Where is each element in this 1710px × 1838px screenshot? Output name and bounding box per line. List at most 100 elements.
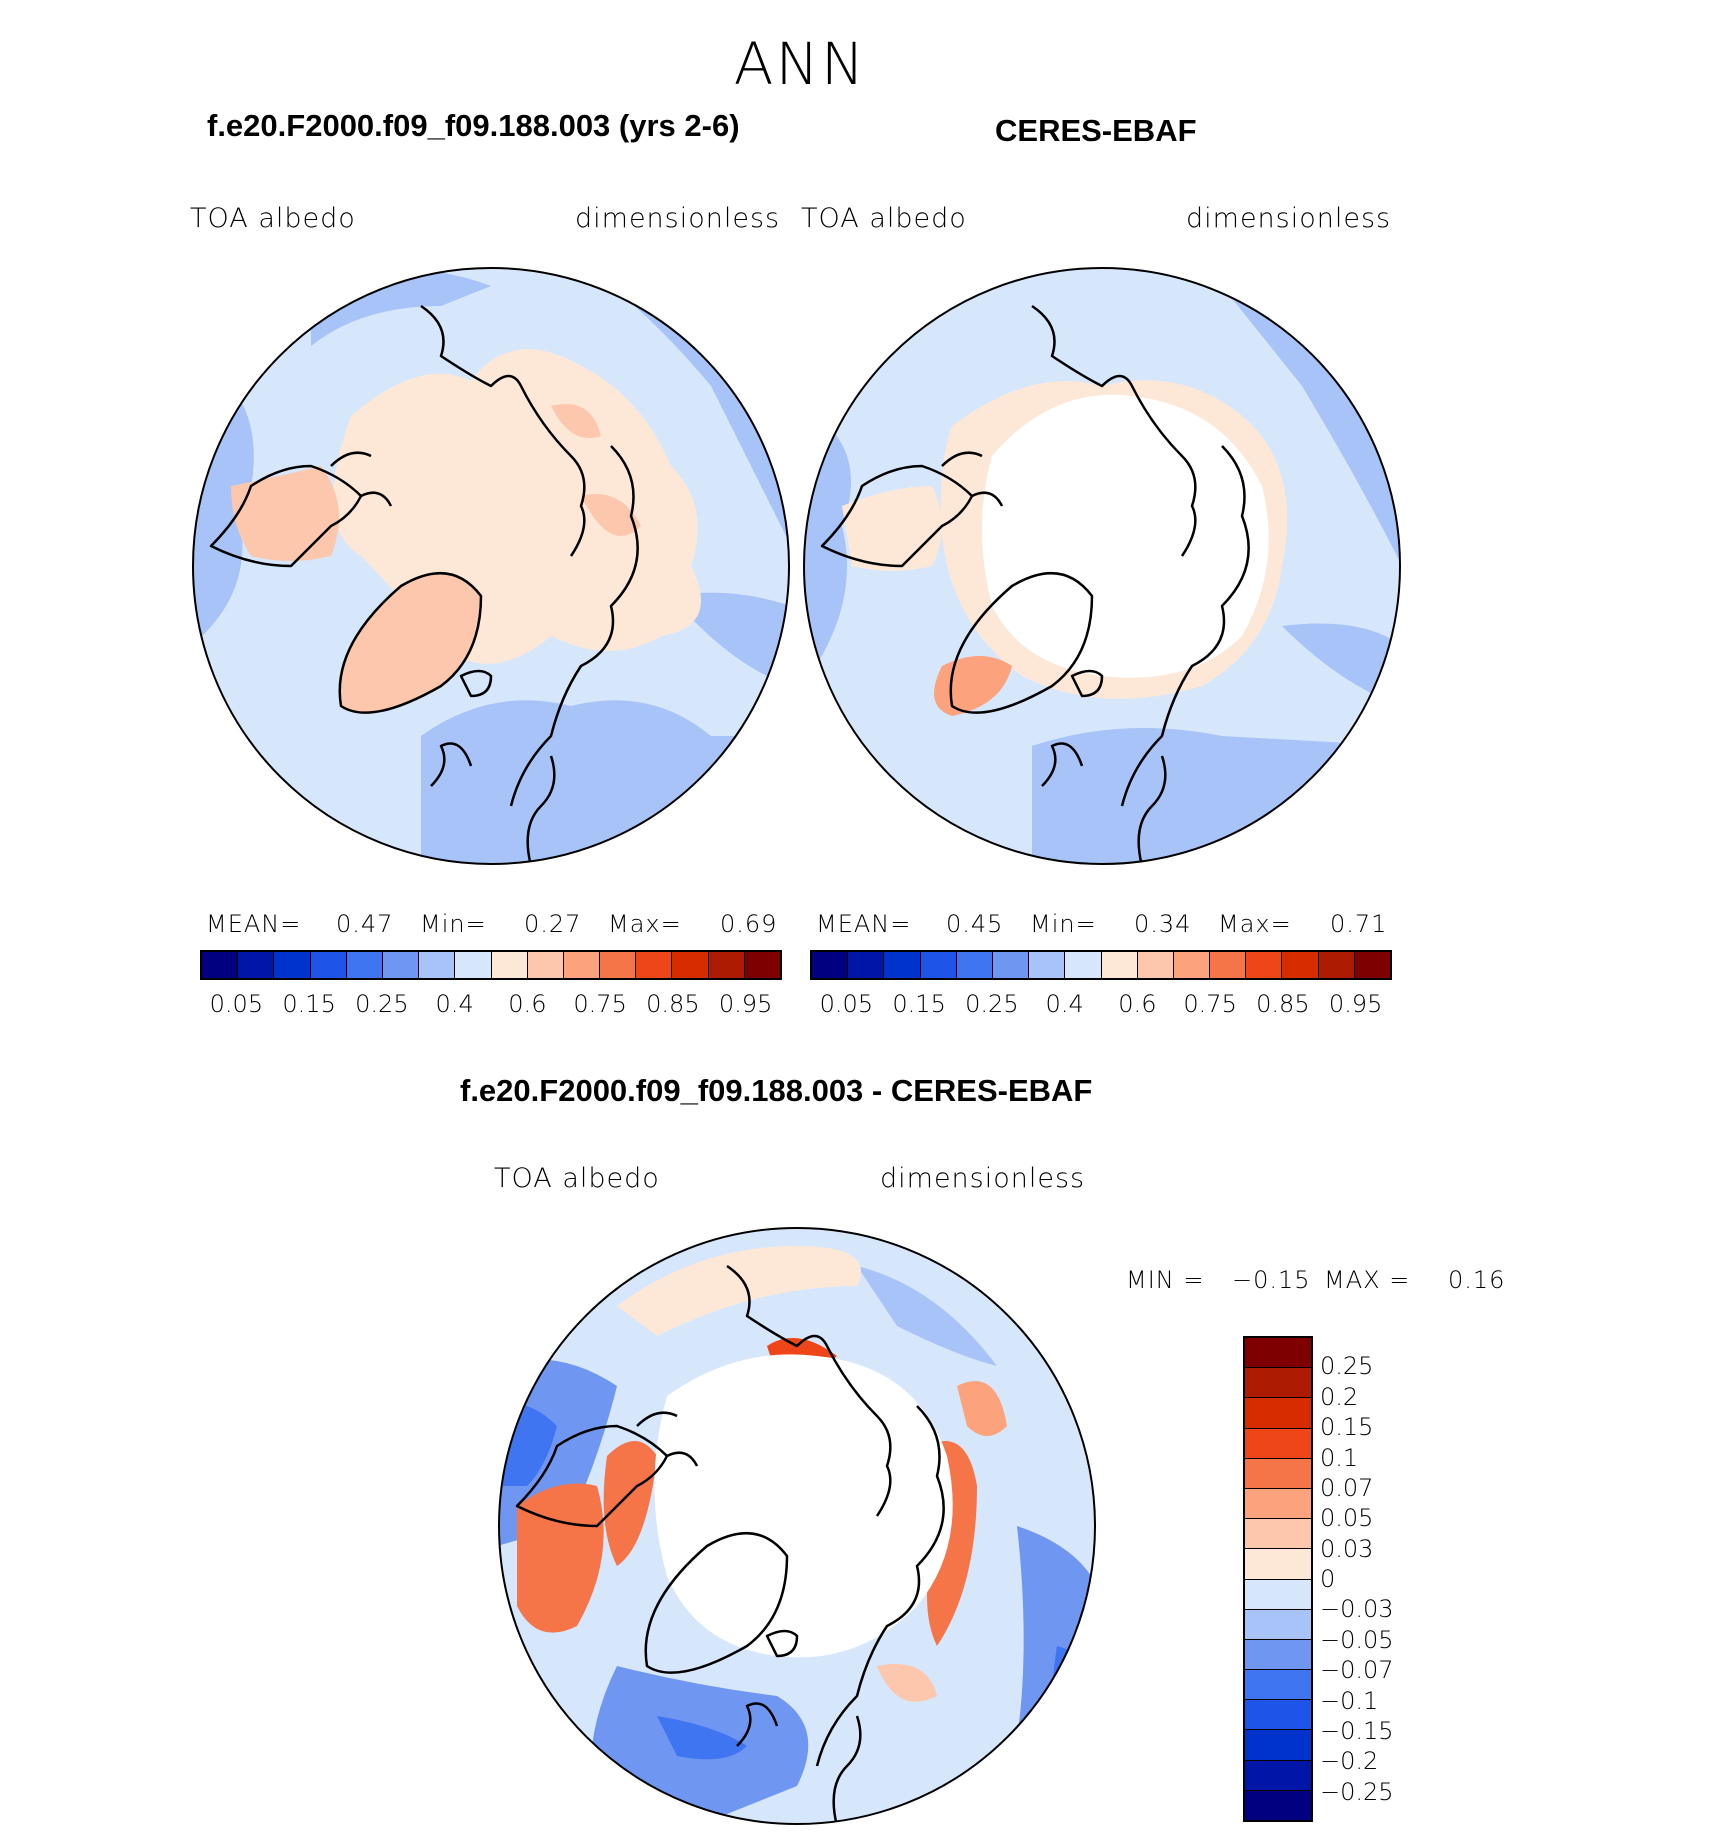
obs-colorbar-swatch [1210, 952, 1247, 978]
obs-max-label: Max= [1218, 910, 1292, 938]
diff-colorbar-swatch [1245, 1549, 1311, 1580]
obs-colorbar-swatch [812, 952, 849, 978]
obs-colorbar-swatch [1173, 952, 1211, 978]
obs-max-value: 0.71 [1330, 910, 1388, 938]
diff-colorbar-swatch [1245, 1338, 1311, 1369]
model-colorbar-swatch [527, 952, 564, 978]
model-colorbar-tick-label: 0.75 [573, 990, 627, 1018]
model-mean-label: MEAN= [206, 910, 302, 938]
model-colorbar-tick-label: 0.25 [355, 990, 409, 1018]
diff-colorbar-swatch [1245, 1458, 1311, 1489]
diff-colorbar-tick-label: −0.05 [1320, 1625, 1394, 1654]
obs-colorbar-swatch [1354, 952, 1390, 978]
obs-variable-label: TOA albedo [801, 203, 967, 234]
diff-colorbar-swatch [1245, 1519, 1311, 1550]
diff-colorbar-tick-label: −0.07 [1320, 1656, 1394, 1685]
obs-colorbar-swatch [992, 952, 1030, 978]
model-colorbar [200, 950, 782, 980]
obs-polar-map [803, 267, 1401, 865]
obs-min-value: 0.34 [1134, 910, 1192, 938]
model-panel-title: f.e20.F2000.f09_f09.188.003 (yrs 2-6) [207, 108, 740, 143]
obs-colorbar-swatch [1029, 952, 1066, 978]
diff-colorbar [1243, 1336, 1313, 1822]
model-units-label: dimensionless [575, 203, 781, 234]
diff-min-value: −0.15 [1232, 1266, 1311, 1294]
obs-colorbar-swatch [920, 952, 957, 978]
diff-colorbar-tick-label: 0.15 [1320, 1413, 1374, 1442]
diff-colorbar-tick-label: 0.03 [1320, 1534, 1374, 1563]
model-mean-value: 0.47 [336, 910, 394, 938]
diff-units-label: dimensionless [880, 1163, 1086, 1194]
obs-colorbar-swatch [1137, 952, 1174, 978]
obs-colorbar [810, 950, 1392, 980]
diff-colorbar-tick-label: 0.05 [1320, 1504, 1374, 1533]
diff-colorbar-tick-label: 0.1 [1320, 1443, 1359, 1472]
diff-colorbar-swatch [1245, 1760, 1311, 1791]
obs-colorbar-tick-label: 0.15 [892, 990, 946, 1018]
obs-colorbar-swatch [1246, 952, 1283, 978]
diff-colorbar-tick-label: −0.2 [1320, 1747, 1379, 1776]
model-colorbar-swatch [491, 952, 528, 978]
diff-colorbar-tick-label: 0 [1320, 1565, 1336, 1593]
model-colorbar-swatch [202, 952, 239, 978]
obs-colorbar-swatch [1318, 952, 1355, 978]
diff-polar-map [498, 1227, 1096, 1825]
diff-colorbar-tick-label: −0.15 [1320, 1716, 1394, 1745]
diff-max-value: 0.16 [1448, 1266, 1506, 1294]
model-colorbar-swatch [238, 952, 275, 978]
obs-colorbar-tick-label: 0.05 [819, 990, 874, 1018]
model-colorbar-swatch [744, 952, 780, 978]
diff-colorbar-swatch [1245, 1670, 1311, 1701]
diff-colorbar-swatch [1245, 1790, 1311, 1820]
model-colorbar-swatch [708, 952, 745, 978]
diff-colorbar-tick-label: 0.2 [1320, 1382, 1359, 1411]
diff-colorbar-swatch [1245, 1428, 1311, 1459]
diff-colorbar-tick-label: 0.25 [1320, 1352, 1374, 1381]
model-colorbar-swatch [274, 952, 311, 978]
diff-colorbar-ticks: 0.25 0.2 0.15 0.1 0.07 0.05 0.03 0 −0.03 −0.05 −0.… [1320, 1336, 1440, 1822]
model-colorbar-swatch [563, 952, 601, 978]
diff-colorbar-swatch [1245, 1639, 1311, 1671]
obs-colorbar-tick-label: 0.95 [1328, 990, 1383, 1018]
model-colorbar-tick-label: 0.6 [508, 990, 547, 1018]
model-colorbar-tick-label: 0.85 [646, 990, 700, 1018]
diff-colorbar-swatch [1245, 1579, 1311, 1610]
diff-colorbar-swatch [1245, 1609, 1311, 1640]
model-colorbar-swatch [636, 952, 673, 978]
diff-max-label: MAX = [1324, 1266, 1411, 1294]
obs-colorbar-tick-label: 0.4 [1045, 990, 1084, 1018]
obs-colorbar-swatch [1101, 952, 1138, 978]
model-max-label: Max= [608, 910, 682, 938]
diff-colorbar-tick-label: −0.1 [1320, 1686, 1379, 1715]
diff-min-label: MIN = [1126, 1266, 1205, 1294]
model-colorbar-tick-label: 0.15 [282, 990, 336, 1018]
diff-colorbar-swatch [1245, 1700, 1311, 1731]
model-min-value: 0.27 [524, 910, 582, 938]
obs-colorbar-swatch [956, 952, 993, 978]
model-colorbar-swatch [310, 952, 347, 978]
obs-colorbar-ticks: 0.05 0.15 0.25 0.4 0.6 0.75 0.85 0.95 [810, 990, 1392, 1020]
obs-min-label: Min= [1030, 910, 1097, 938]
model-colorbar-ticks: 0.05 0.15 0.25 0.4 0.6 0.75 0.85 0.95 [200, 990, 782, 1020]
model-colorbar-swatch [346, 952, 383, 978]
model-colorbar-tick-label: 0.05 [209, 990, 264, 1018]
model-polar-map [192, 267, 790, 865]
model-variable-label: TOA albedo [190, 203, 356, 234]
figure-title: ANN [733, 30, 867, 98]
obs-panel-title: CERES-EBAF [995, 113, 1197, 148]
obs-colorbar-swatch [1282, 952, 1319, 978]
model-colorbar-tick-label: 0.95 [718, 990, 773, 1018]
obs-mean-label: MEAN= [816, 910, 912, 938]
model-min-label: Min= [420, 910, 487, 938]
obs-units-label: dimensionless [1186, 203, 1392, 234]
obs-colorbar-swatch [848, 952, 885, 978]
obs-colorbar-tick-label: 0.75 [1183, 990, 1237, 1018]
diff-colorbar-tick-label: 0.07 [1320, 1473, 1374, 1502]
diff-colorbar-swatch [1245, 1368, 1311, 1399]
obs-colorbar-tick-label: 0.6 [1118, 990, 1157, 1018]
model-colorbar-swatch [455, 952, 492, 978]
obs-mean-value: 0.45 [946, 910, 1004, 938]
obs-colorbar-swatch [1065, 952, 1102, 978]
model-colorbar-swatch [600, 952, 637, 978]
obs-colorbar-tick-label: 0.85 [1256, 990, 1310, 1018]
